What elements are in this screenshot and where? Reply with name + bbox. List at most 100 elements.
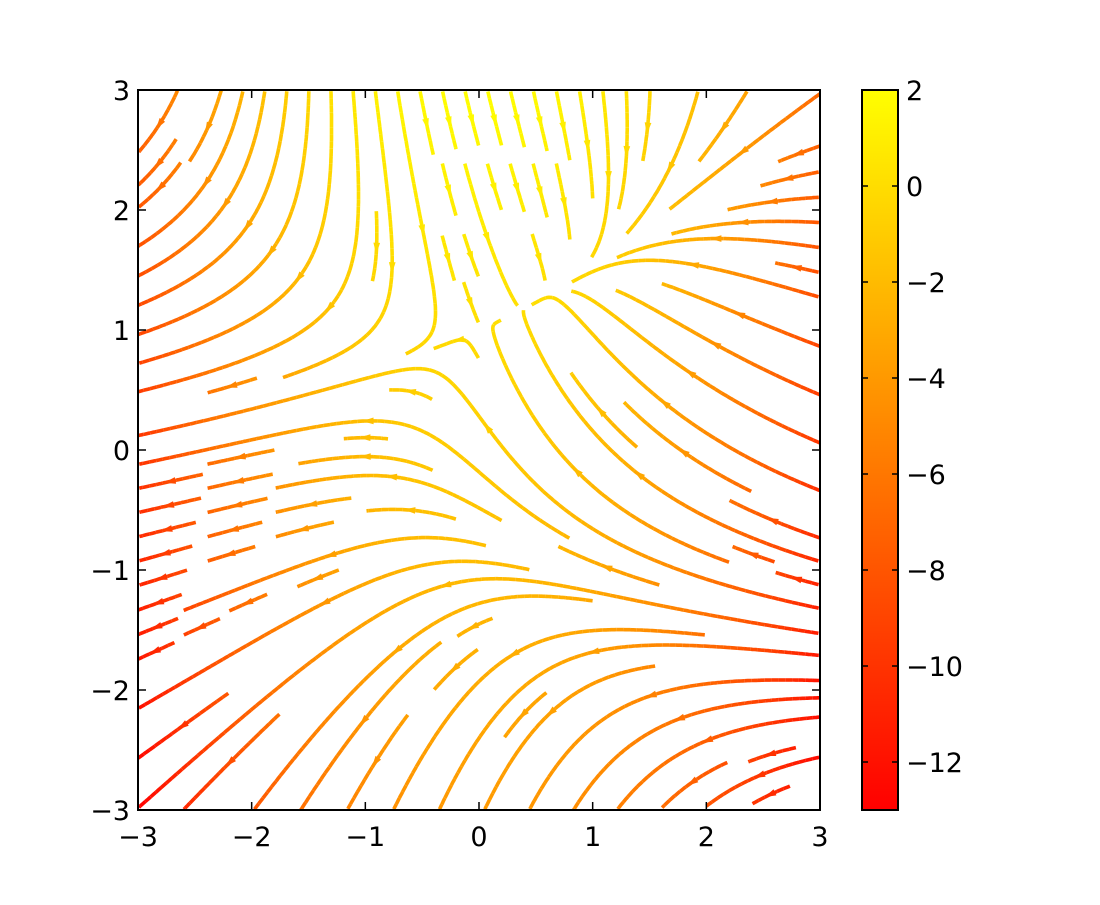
streamline-segment — [712, 798, 718, 802]
streamline-segment — [680, 787, 686, 791]
streamline-segment — [429, 134, 431, 141]
streamline-segment — [727, 446, 733, 449]
streamline-segment — [691, 713, 698, 715]
streamline-segment — [289, 675, 295, 679]
streamline-segment — [573, 292, 580, 294]
streamline-segment — [691, 457, 697, 461]
streamline-segment — [224, 728, 229, 733]
streamline-segment — [703, 465, 709, 469]
streamline-segment — [176, 479, 183, 481]
streamline-segment — [277, 625, 283, 628]
streamline-segment — [197, 307, 203, 310]
streamline-segment — [233, 119, 235, 126]
streamline-segment — [726, 272, 733, 274]
streamline — [558, 546, 659, 585]
streamline-segment — [436, 372, 442, 375]
streamline-segment — [758, 240, 765, 241]
streamline-segment — [217, 697, 223, 701]
streamline-segment — [648, 389, 653, 394]
streamline-segment — [378, 113, 379, 120]
streamline-segment — [440, 804, 442, 809]
streamline-segment — [432, 282, 433, 289]
streamline-segment — [717, 616, 724, 617]
streamline-segment — [512, 171, 514, 178]
streamline-segment — [230, 443, 237, 444]
streamline-segment — [184, 608, 190, 611]
streamline-segment — [590, 725, 595, 729]
streamline-segment — [467, 654, 473, 658]
streamline-segment — [149, 746, 155, 750]
streamline-segment — [307, 609, 313, 612]
streamline-segment — [312, 732, 317, 737]
streamline-segment — [248, 501, 255, 503]
streamline-segment — [382, 575, 388, 577]
streamline-arrow — [767, 518, 779, 525]
streamline-segment — [724, 618, 731, 619]
streamline-segment — [384, 306, 387, 313]
streamline-segment — [726, 161, 732, 165]
streamline-segment — [139, 536, 142, 537]
streamline-arrow — [601, 565, 613, 572]
streamline-segment — [183, 453, 190, 454]
streamline-segment — [255, 597, 261, 600]
streamline-segment — [752, 593, 759, 595]
streamline-segment — [763, 465, 769, 468]
streamline-segment — [219, 733, 224, 738]
streamline-segment — [662, 491, 668, 495]
streamline-segment — [372, 706, 377, 711]
streamline-segment — [258, 120, 260, 127]
streamline-segment — [177, 163, 181, 169]
streamline — [457, 618, 492, 636]
streamline-segment — [766, 282, 773, 284]
streamline-segment — [176, 526, 183, 528]
streamline-segment — [446, 539, 453, 540]
streamline-segment — [603, 91, 604, 98]
streamline-segment — [704, 382, 710, 386]
streamline-segment — [672, 320, 678, 324]
streamline-segment — [196, 271, 202, 275]
streamline-segment — [739, 485, 745, 488]
streamline-segment — [151, 234, 157, 238]
streamline-segment — [526, 706, 531, 711]
streamline-segment — [643, 385, 648, 390]
streamline — [140, 570, 187, 585]
streamline-segment — [245, 161, 248, 168]
streamline-segment — [779, 699, 786, 700]
streamline — [255, 596, 593, 809]
streamline-arrow — [242, 598, 254, 606]
streamline-segment — [738, 206, 745, 207]
streamline-segment — [203, 746, 208, 751]
streamline-segment — [325, 767, 329, 773]
streamline-segment — [670, 358, 676, 362]
streamline-segment — [488, 719, 492, 725]
streamline-segment — [534, 516, 540, 520]
streamline-segment — [145, 701, 151, 705]
streamline-segment — [185, 279, 191, 283]
streamline-segment — [593, 402, 598, 407]
streamline-segment — [799, 760, 806, 762]
streamline-segment — [786, 764, 793, 766]
streamline-segment — [812, 295, 819, 297]
streamline-segment — [732, 110, 736, 116]
streamline-segment — [209, 117, 212, 124]
streamline-segment — [382, 373, 389, 375]
streamline — [139, 498, 201, 512]
streamline-arrow — [764, 750, 776, 756]
streamline-arrow — [792, 149, 804, 156]
streamline-segment — [541, 693, 546, 697]
streamline-segment — [576, 554, 582, 557]
streamline-segment — [217, 97, 219, 104]
streamline-segment — [397, 602, 403, 605]
streamline-segment — [362, 378, 369, 380]
streamline-segment — [580, 275, 586, 278]
streamline-segment — [584, 685, 590, 688]
streamline-segment — [717, 682, 724, 683]
streamline-segment — [145, 140, 149, 146]
streamline-segment — [420, 655, 425, 660]
streamline-segment — [168, 220, 173, 225]
streamline-segment — [189, 630, 195, 633]
streamline-segment — [244, 380, 251, 382]
streamline-segment — [590, 163, 591, 170]
streamline-segment — [724, 308, 730, 311]
streamline-segment — [390, 684, 395, 689]
